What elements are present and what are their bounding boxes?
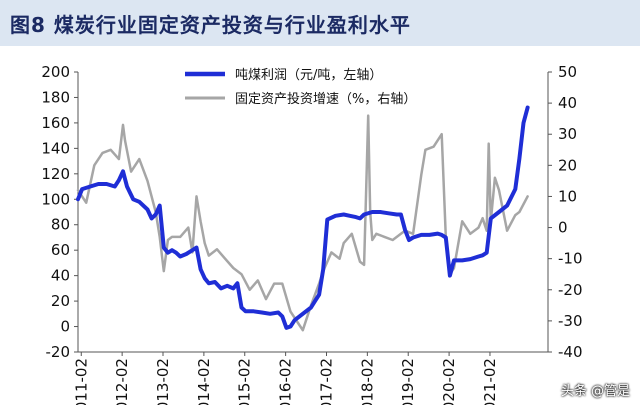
right-tick-label: 30 [558,125,577,143]
chart-title: 图8 煤炭行业固定资产投资与行业盈利水平 [10,13,411,37]
right-tick-label: 10 [558,187,577,205]
x-tick-label: 2011-02 [72,358,90,405]
left-tick-label: 80 [51,216,70,234]
x-tick-label: 2014-02 [195,358,213,405]
x-tick-label: 2016-02 [277,358,295,405]
left-tick-label: -20 [46,343,71,361]
series-line-profit [76,105,530,330]
left-tick-label: 0 [60,318,70,336]
left-tick-label: 180 [41,88,70,106]
x-tick-label: 2020-02 [440,358,458,405]
x-tick-label: 2012-02 [113,358,131,405]
title-bar: 图8 煤炭行业固定资产投资与行业盈利水平 [0,0,640,46]
left-tick-label: 60 [51,241,70,259]
legend-label: 吨煤利润（元/吨，左轴） [235,68,382,83]
right-tick-label: -30 [558,312,583,330]
left-tick-label: 160 [41,114,70,132]
left-tick-label: 40 [51,267,70,285]
right-tick-label: -10 [558,250,583,268]
x-tick-label: 2018-02 [358,358,376,405]
right-tick-label: 20 [558,156,577,174]
left-tick-label: 120 [41,165,70,183]
legend-label: 固定资产投资增速（%，右轴） [235,91,416,107]
right-tick-label: 0 [558,219,568,237]
right-tick-label: -20 [558,281,583,299]
x-tick-label: 2019-02 [399,358,417,405]
x-tick-label: 2017-02 [317,358,335,405]
left-tick-label: 140 [41,139,70,157]
x-tick-label: 2021-02 [481,358,499,405]
left-tick-label: 100 [41,190,70,208]
left-tick-label: 20 [51,292,70,310]
right-tick-label: 40 [558,94,577,112]
right-tick-label: -40 [558,343,583,361]
right-tick-label: 50 [558,63,577,81]
series-line-investment [76,114,529,332]
watermark: 头条 @管是 [560,384,630,399]
x-tick-label: 2015-02 [236,358,254,405]
left-tick-label: 200 [41,63,70,81]
x-tick-label: 2013-02 [154,358,172,405]
